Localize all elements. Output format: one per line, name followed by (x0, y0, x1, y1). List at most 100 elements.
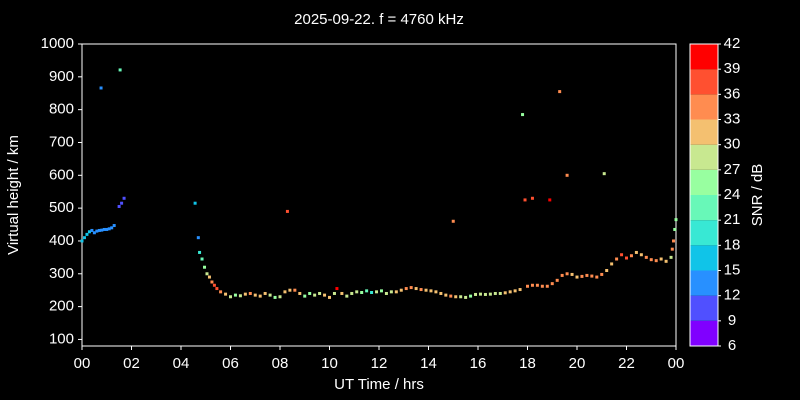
data-point (263, 291, 267, 295)
data-point (555, 278, 559, 282)
data-point (664, 259, 668, 263)
data-point (268, 293, 272, 297)
data-point (110, 226, 114, 230)
data-point (444, 293, 448, 297)
data-point (100, 228, 104, 232)
data-point (550, 282, 554, 286)
data-point (283, 290, 287, 294)
data-point (620, 253, 624, 257)
y-tick-label: 1000 (41, 35, 74, 52)
data-point (669, 255, 673, 259)
data-point (92, 231, 96, 235)
data-point (459, 295, 463, 299)
data-point (639, 253, 643, 257)
data-point (355, 290, 359, 294)
colorbar-tick-label: 42 (724, 35, 741, 52)
data-point (332, 291, 336, 295)
data-point (365, 289, 369, 293)
x-tick-label: 12 (371, 355, 388, 372)
data-point (545, 284, 549, 288)
colorbar-tick-label: 24 (724, 186, 741, 203)
data-point (273, 295, 277, 299)
colorbar-tick-label: 36 (724, 85, 741, 102)
data-point (105, 227, 109, 231)
y-tick-label: 200 (49, 298, 74, 315)
colorbar-band (690, 320, 718, 346)
data-point (605, 269, 609, 272)
data-point (409, 286, 413, 290)
data-point (285, 209, 289, 213)
data-point (340, 291, 344, 295)
data-point (454, 295, 458, 299)
colorbar-band (690, 195, 718, 221)
data-point (585, 273, 589, 277)
data-point (483, 292, 487, 296)
colorbar-band (690, 119, 718, 145)
data-point (602, 172, 606, 176)
data-point (288, 288, 292, 292)
data-point (224, 292, 228, 296)
data-point (399, 288, 403, 292)
data-point (87, 230, 91, 234)
data-point (384, 291, 388, 295)
data-point (600, 272, 604, 276)
colorbar-band (690, 245, 718, 271)
data-point (303, 294, 307, 298)
data-point (238, 294, 242, 298)
data-point (530, 196, 534, 200)
x-tick-label: 14 (420, 355, 437, 372)
x-tick-label: 00 (74, 355, 91, 372)
data-point (644, 255, 648, 259)
data-point (434, 290, 438, 294)
data-point (112, 224, 116, 228)
data-point (120, 201, 124, 205)
data-point (118, 68, 122, 72)
colorbar-tick-label: 9 (728, 312, 736, 329)
y-tick-label: 500 (49, 199, 74, 216)
data-point (493, 291, 497, 295)
data-point (419, 288, 423, 292)
data-point (335, 287, 339, 291)
y-tick-label: 800 (49, 101, 74, 118)
plot-frame (81, 43, 677, 347)
colorbar-tick-label: 15 (724, 261, 741, 278)
data-point (198, 250, 202, 254)
data-point (85, 232, 89, 236)
y-axis-label: Virtual height / km (5, 135, 22, 255)
data-point (404, 287, 408, 291)
x-tick-label: 20 (569, 355, 586, 372)
data-point (203, 265, 207, 269)
data-point (558, 90, 562, 94)
x-tick-label: 10 (321, 355, 338, 372)
x-tick-label: 06 (222, 355, 239, 372)
data-point (565, 173, 569, 177)
data-point (193, 201, 197, 205)
data-point (488, 292, 492, 296)
data-point (215, 287, 219, 291)
chart-title: 2025-09-22. f = 4760 kHz (294, 11, 464, 28)
colorbar-tick-label: 21 (724, 211, 741, 228)
data-point (610, 262, 614, 266)
data-point (379, 289, 383, 293)
data-point (478, 292, 482, 296)
colorbar-label: SNR / dB (749, 164, 766, 227)
data-point (580, 274, 584, 278)
data-point (278, 295, 282, 299)
data-point (298, 291, 302, 295)
data-point (535, 283, 539, 287)
y-tick-label: 600 (49, 166, 74, 183)
data-point (229, 295, 232, 299)
data-point (207, 275, 211, 279)
data-point (560, 273, 564, 277)
x-tick-label: 04 (173, 355, 190, 372)
data-point (80, 239, 84, 243)
y-tick-label: 300 (49, 265, 74, 282)
y-tick-label: 700 (49, 133, 74, 150)
data-point (117, 204, 121, 208)
data-point (508, 290, 512, 294)
data-point (293, 288, 297, 292)
data-point (451, 219, 455, 223)
data-point (414, 287, 418, 291)
data-point (474, 292, 478, 296)
data-point (625, 256, 628, 260)
